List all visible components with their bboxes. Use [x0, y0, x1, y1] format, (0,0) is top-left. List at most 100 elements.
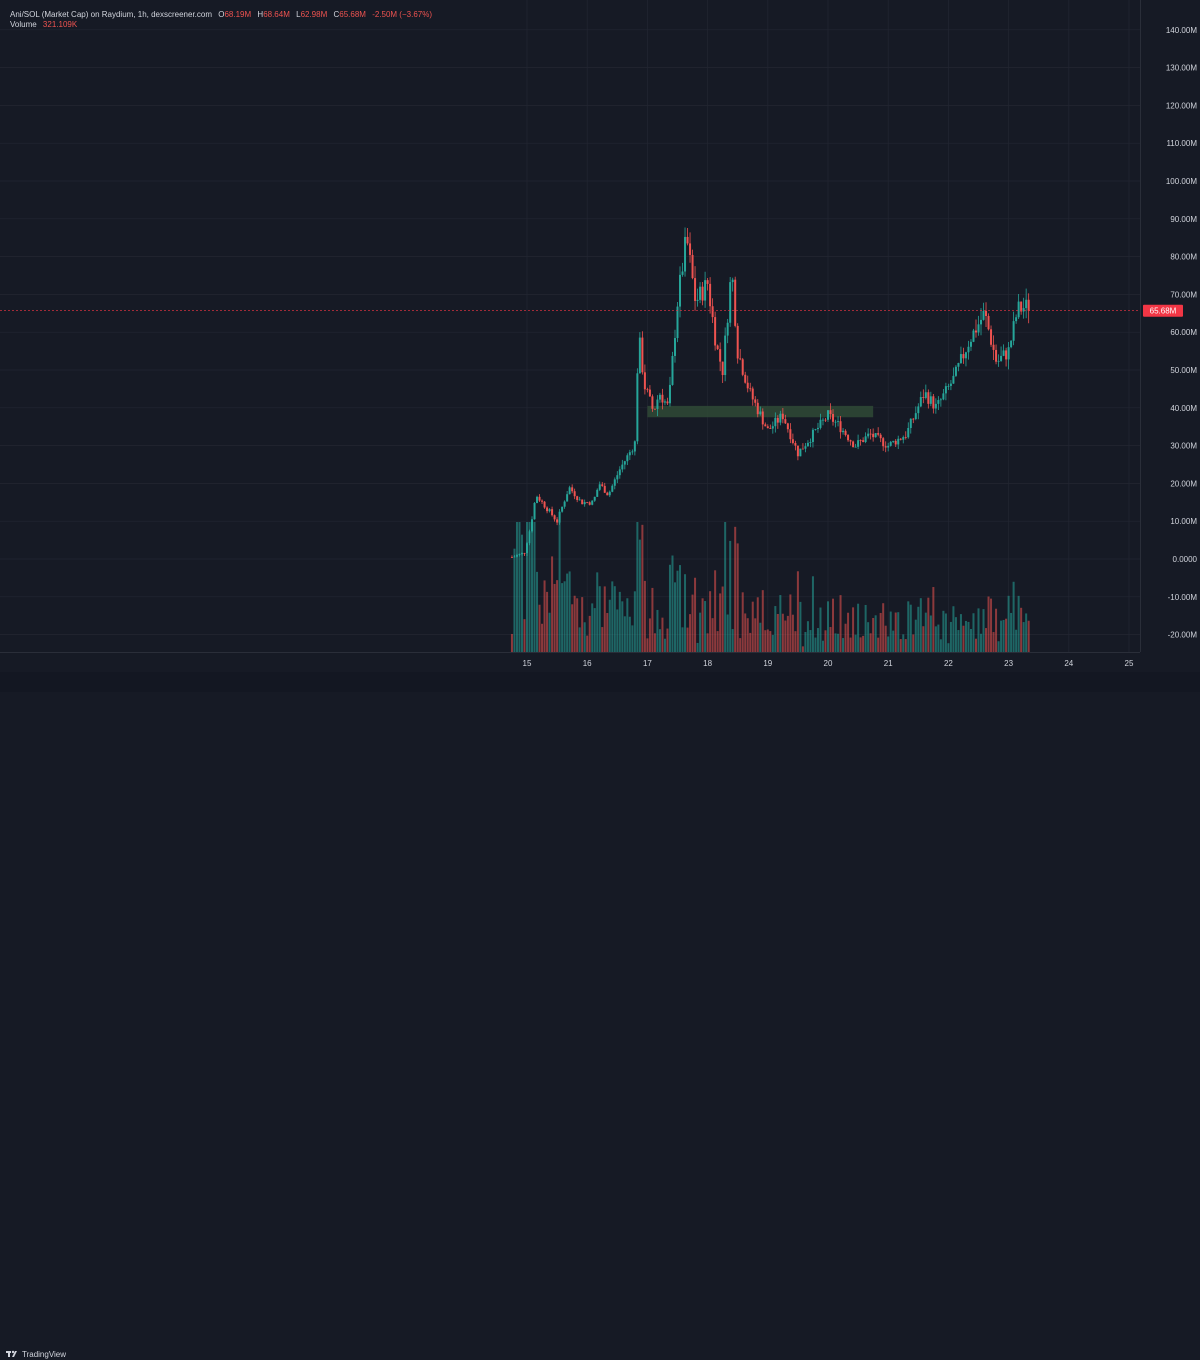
volume-bar [726, 614, 729, 652]
candle-body [929, 396, 932, 404]
candle-body [558, 511, 561, 523]
candle-body [784, 419, 787, 424]
candle-body [734, 279, 737, 326]
volume-bar [751, 601, 754, 652]
volume-bar [601, 627, 604, 652]
volume-bar [959, 614, 962, 652]
volume-bar [515, 522, 518, 652]
volume-bar [651, 587, 654, 652]
volume-bar [598, 586, 601, 652]
candle-body [867, 433, 870, 437]
volume-bar [766, 629, 769, 652]
volume-bar [809, 630, 812, 652]
volume-bar [528, 522, 531, 652]
candle-body [977, 324, 980, 333]
volume-bar [1007, 595, 1010, 652]
volume-bar [734, 526, 737, 652]
price-chart[interactable] [0, 0, 1140, 652]
candle-body [691, 254, 694, 279]
price-tick-label: 120.00M [1166, 101, 1197, 110]
candle-body [957, 363, 960, 367]
tradingview-logo-icon [6, 1350, 17, 1357]
candle-body [847, 435, 850, 441]
candle-body [824, 419, 827, 421]
volume-bar [691, 594, 694, 652]
volume-bar [947, 643, 950, 652]
tradingview-brand[interactable]: TradingView [6, 1348, 66, 1360]
candle-body [849, 440, 852, 442]
volume-bar [834, 633, 837, 652]
volume-bar [781, 613, 784, 652]
volume-bar [952, 606, 955, 652]
candle-body [543, 501, 546, 508]
footer-bar: TradingView [0, 672, 1200, 1359]
volume-bar [656, 609, 659, 652]
volume-bar [681, 627, 684, 652]
candle-body [611, 485, 614, 492]
volume-bar [804, 631, 807, 652]
volume-bar [974, 638, 977, 652]
candle-body [583, 502, 586, 505]
candle-body [969, 341, 972, 347]
candle-body [679, 274, 682, 307]
volume-bar [731, 629, 734, 652]
candle-body [967, 346, 970, 353]
volume-bar [879, 612, 882, 652]
volume-bar [653, 633, 656, 652]
price-tick-label: 30.00M [1170, 442, 1197, 451]
candle-body [686, 236, 689, 244]
candle-body [684, 236, 687, 272]
volume-bar [746, 618, 749, 652]
candle-body [827, 410, 829, 420]
candle-body [719, 349, 722, 362]
volume-bar [558, 522, 561, 652]
candle-body [726, 322, 729, 336]
volume-bar [638, 539, 641, 652]
volume-bar [641, 524, 644, 652]
time-axis[interactable]: 15 16 17 18 19 20 21 22 23 24 25 [0, 652, 1140, 673]
time-tick-label: 24 [1064, 659, 1073, 668]
volume-bar [964, 620, 967, 652]
volume-bar [616, 609, 619, 652]
candle-body [633, 441, 636, 452]
candle-body [528, 531, 531, 544]
volume-bar [904, 639, 907, 652]
candle-body [992, 344, 995, 350]
volume-bar [646, 638, 649, 652]
volume-bar [643, 580, 646, 652]
price-tick-label: 40.00M [1170, 404, 1197, 413]
candle-body [814, 429, 817, 430]
candle-body [852, 441, 855, 448]
candle-body [834, 421, 837, 423]
candle-body [1027, 299, 1030, 311]
candle-body [1012, 321, 1015, 341]
volume-bar [648, 618, 651, 652]
price-axis[interactable]: 140.00M 130.00M 120.00M 110.00M 100.00M 90.00… [1140, 0, 1200, 652]
volume-bars [510, 522, 1030, 652]
symbol-title[interactable]: Ani/SOL (Market Cap) on Raydium, 1h, dex… [10, 10, 213, 19]
volume-bar [1002, 619, 1005, 652]
volume-bar [1010, 612, 1013, 652]
candle-body [596, 489, 599, 497]
candle-body [578, 499, 581, 501]
chart-area[interactable] [0, 0, 1140, 652]
candle-body [631, 451, 634, 453]
volume-bar [977, 608, 980, 652]
volume-bar [531, 522, 534, 652]
candle-body [857, 440, 860, 447]
volume-bar [553, 583, 556, 652]
candle-body [821, 419, 824, 421]
volume-bar [972, 613, 975, 652]
volume-bar [520, 534, 523, 652]
volume-bar [606, 613, 609, 652]
candle-body [561, 506, 564, 512]
candle-body [990, 329, 993, 345]
volume-bar [526, 522, 528, 652]
volume-bar [661, 617, 664, 652]
candle-body [837, 421, 840, 423]
volume-bar [799, 601, 802, 652]
volume-bar [897, 612, 900, 652]
volume-bar [894, 612, 897, 652]
volume-label[interactable]: Volume [10, 20, 37, 29]
volume-bar [791, 614, 794, 652]
